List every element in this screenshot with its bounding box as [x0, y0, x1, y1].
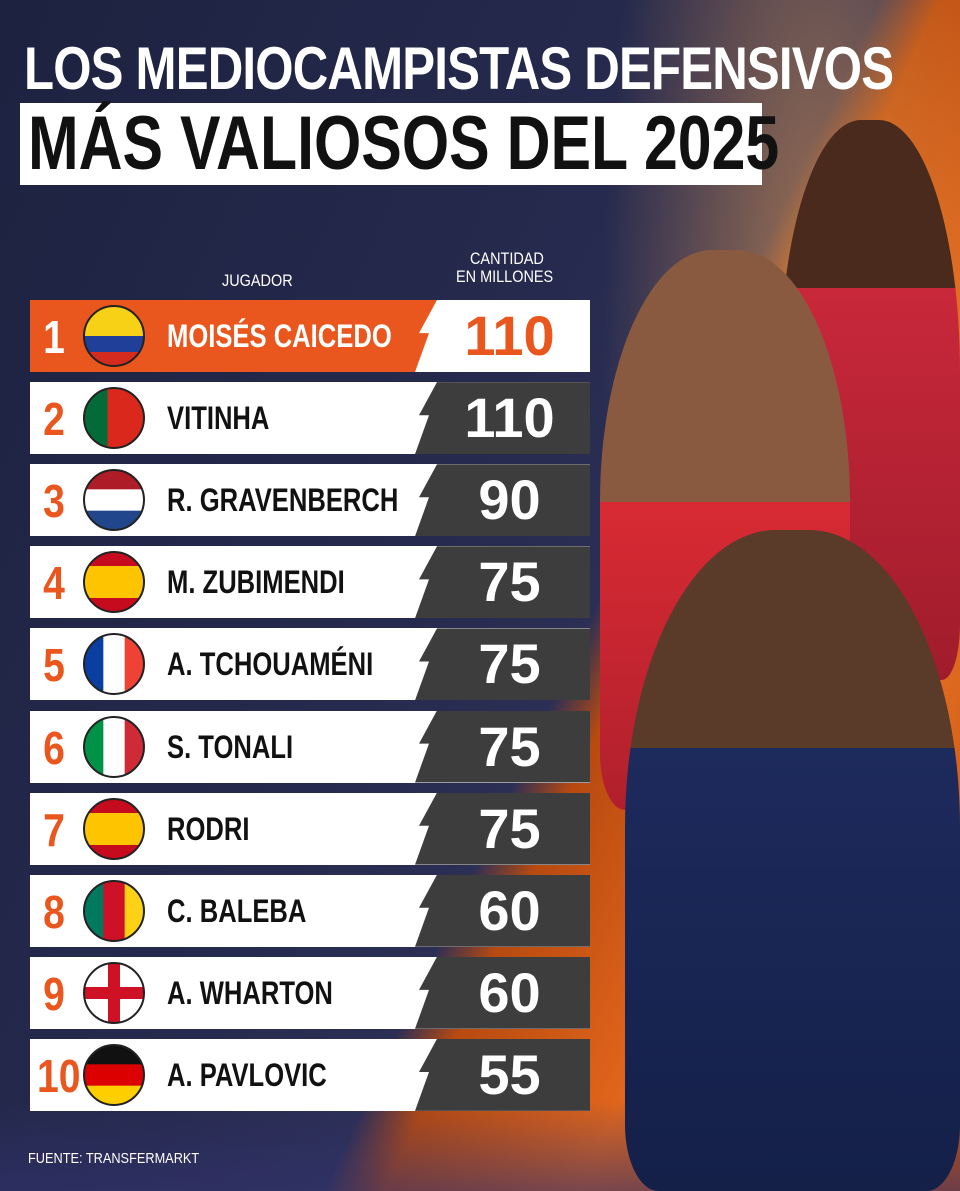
table-row: 7 RODRI 75 [30, 792, 590, 865]
value-cell: 110 [415, 300, 590, 372]
table-row: 1 MOISÉS CAICEDO 110 [30, 300, 590, 372]
market-value: 75 [478, 796, 541, 860]
header-value-2: EN MILLONES [456, 267, 554, 286]
table-row: 5 A. TCHOUAMÉNI 75 [30, 628, 590, 701]
rank-number: 8 [43, 885, 65, 938]
market-value: 75 [478, 550, 541, 614]
flag-icon [83, 879, 145, 942]
rank-number: 9 [43, 967, 65, 1020]
player-name: R. GRAVENBERCH [167, 482, 399, 519]
table-row: 3 R. GRAVENBERCH 90 [30, 464, 590, 537]
flag-icon [83, 551, 145, 614]
table-row: 4 M. ZUBIMENDI 75 [30, 546, 590, 619]
player-photo-front [625, 530, 960, 1191]
market-value: 75 [478, 632, 541, 696]
table-row: 2 VITINHA 110 [30, 382, 590, 455]
rank-number: 7 [43, 803, 65, 856]
value-cell: 60 [415, 874, 590, 947]
source-note: FUENTE: TRANSFERMARKT [28, 1150, 200, 1167]
table-row: 6 S. TONALI 75 [30, 710, 590, 783]
market-value: 90 [478, 468, 541, 532]
title-highlight-box [20, 103, 762, 185]
flag-icon [83, 633, 145, 696]
market-value: 110 [464, 304, 555, 367]
header-value-1: CANTIDAD [470, 249, 544, 268]
flag-icon [83, 305, 145, 367]
title-line-1: LOS MEDIOCAMPISTAS DEFENSIVOS [24, 35, 894, 102]
market-value: 60 [478, 878, 541, 942]
player-name: S. TONALI [167, 728, 294, 765]
player-name: A. WHARTON [167, 974, 333, 1011]
flag-icon [83, 1043, 145, 1106]
rank-number: 4 [43, 557, 65, 610]
value-cell: 55 [415, 1038, 590, 1111]
rank-number: 3 [43, 475, 65, 528]
player-name: A. PAVLOVIC [167, 1056, 327, 1093]
player-name: MOISÉS CAICEDO [167, 318, 392, 354]
header-player: JUGADOR [222, 271, 293, 290]
player-name: M. ZUBIMENDI [167, 564, 345, 601]
table-row: 10 A. PAVLOVIC 55 [30, 1038, 590, 1111]
value-cell: 110 [415, 382, 590, 455]
title-line-2: MÁS VALIOSOS DEL 2025 [28, 101, 780, 186]
player-name: A. TCHOUAMÉNI [167, 646, 374, 683]
market-value: 60 [478, 960, 541, 1024]
player-name: RODRI [167, 810, 250, 847]
market-value: 110 [464, 386, 555, 450]
player-name: VITINHA [167, 400, 270, 437]
player-name: C. BALEBA [167, 892, 307, 929]
flag-icon [83, 469, 145, 532]
flag-icon [83, 797, 145, 860]
market-value: 75 [478, 714, 541, 778]
table-row: 9 A. WHARTON 60 [30, 956, 590, 1029]
value-cell: 75 [415, 546, 590, 619]
table-row: 8 C. BALEBA 60 [30, 874, 590, 947]
market-value: 55 [478, 1042, 541, 1106]
rank-number: 6 [43, 721, 65, 774]
flag-icon [83, 387, 145, 450]
value-cell: 75 [415, 710, 590, 783]
rank-number: 5 [43, 639, 65, 692]
value-cell: 75 [415, 792, 590, 865]
value-cell: 90 [415, 464, 590, 537]
value-cell: 75 [415, 628, 590, 701]
value-cell: 60 [415, 956, 590, 1029]
flag-icon [83, 715, 145, 778]
rank-number: 1 [43, 311, 65, 363]
flag-icon [83, 961, 145, 1024]
rank-number: 2 [43, 393, 65, 446]
rank-number: 10 [37, 1049, 81, 1102]
